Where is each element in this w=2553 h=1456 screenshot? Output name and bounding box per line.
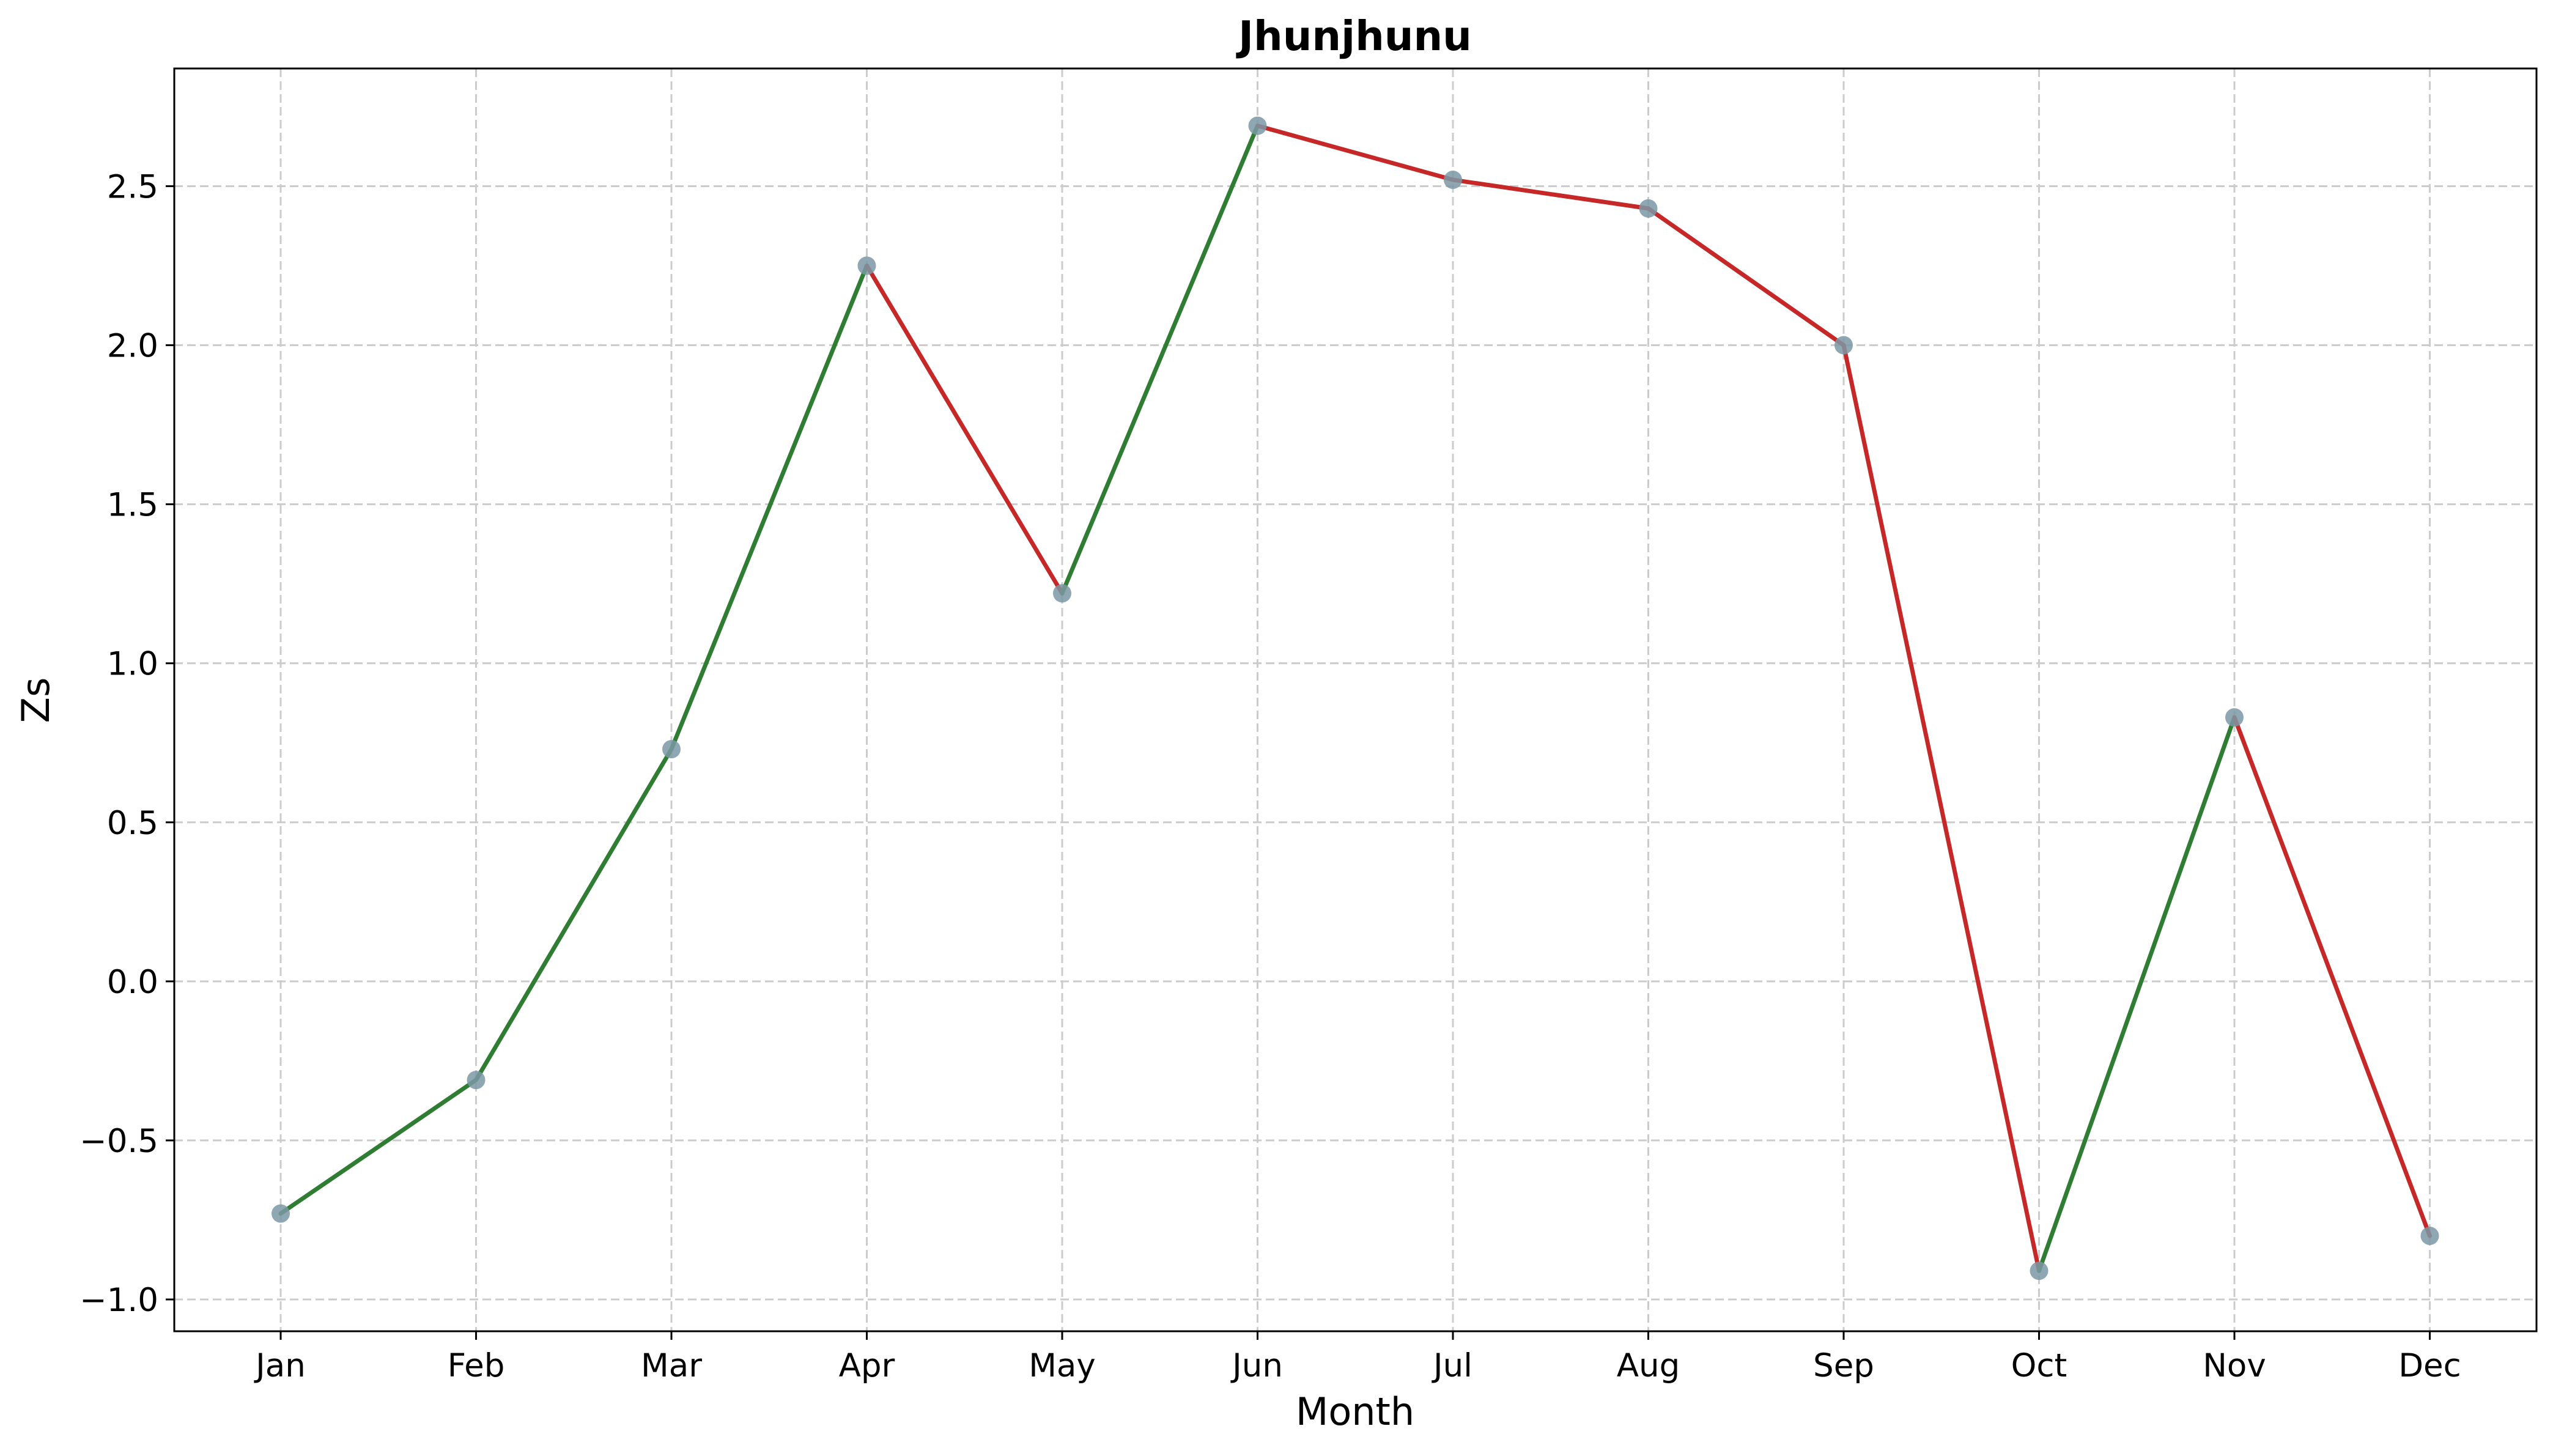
plot-frame xyxy=(173,67,2538,1332)
y-tick-label: 1.5 xyxy=(107,487,158,524)
line-segment-decrease xyxy=(1841,343,2041,1273)
series-lines xyxy=(278,124,2432,1273)
x-tick-label: Oct xyxy=(2011,1347,2067,1384)
x-tick-label: May xyxy=(1029,1347,1096,1384)
x-tick-label: Dec xyxy=(2398,1347,2461,1384)
x-tick-label: Nov xyxy=(2203,1347,2266,1384)
y-tick-label: 1.0 xyxy=(107,646,158,683)
data-point-oct[interactable] xyxy=(2030,1262,2049,1280)
y-axis-ticks: −1.0 −0.5 0.0 0.5 1.0 1.5 2.0 2.5 xyxy=(79,168,174,1319)
data-point-jun[interactable] xyxy=(1248,116,1267,135)
data-point-jan[interactable] xyxy=(272,1204,290,1223)
y-tick-label: 0.0 xyxy=(107,964,158,1001)
data-point-dec[interactable] xyxy=(2420,1226,2439,1245)
line-segment-decrease xyxy=(1450,177,1650,211)
data-point-aug[interactable] xyxy=(1639,199,1658,218)
x-tick-label: Jun xyxy=(1230,1347,1283,1384)
x-tick-label: Jul xyxy=(1432,1347,1472,1384)
data-point-feb[interactable] xyxy=(467,1071,486,1090)
x-tick-label: Mar xyxy=(641,1347,702,1384)
x-axis-label: Month xyxy=(1296,1389,1414,1434)
data-point-nov[interactable] xyxy=(2225,708,2244,727)
x-axis-ticks: Jan Feb Mar Apr May Jun Jul Aug Sep Oct Nov Dec xyxy=(254,1331,2461,1384)
y-tick-label: −1.0 xyxy=(79,1282,158,1319)
line-segment-increase xyxy=(669,263,869,752)
x-tick-label: Feb xyxy=(448,1347,505,1384)
line-segment-increase xyxy=(2037,715,2237,1273)
line-segment-increase xyxy=(474,747,674,1082)
x-tick-label: Sep xyxy=(1813,1347,1874,1384)
y-tick-label: −0.5 xyxy=(79,1123,158,1160)
y-tick-label: 2.5 xyxy=(107,168,158,205)
data-point-jul[interactable] xyxy=(1444,171,1462,190)
line-segment-decrease xyxy=(865,263,1065,596)
y-tick-label: 2.0 xyxy=(107,328,158,365)
y-axis-label: Zs xyxy=(13,678,58,723)
data-point-mar[interactable] xyxy=(662,740,681,759)
x-tick-label: Apr xyxy=(839,1347,895,1384)
y-tick-label: 0.5 xyxy=(107,805,158,842)
line-segment-decrease xyxy=(1255,124,1455,182)
chart-title: Jhunjhunu xyxy=(1236,12,1472,60)
data-points xyxy=(272,116,2439,1280)
line-segment-decrease xyxy=(1646,206,1846,348)
x-tick-label: Jan xyxy=(254,1347,306,1384)
line-segment-increase xyxy=(278,1077,478,1216)
line-segment-decrease xyxy=(2232,715,2432,1238)
x-tick-label: Aug xyxy=(1617,1347,1680,1384)
data-point-may[interactable] xyxy=(1053,584,1071,603)
data-point-apr[interactable] xyxy=(857,256,876,275)
data-point-sep[interactable] xyxy=(1834,336,1853,355)
line-segment-increase xyxy=(1060,124,1260,596)
